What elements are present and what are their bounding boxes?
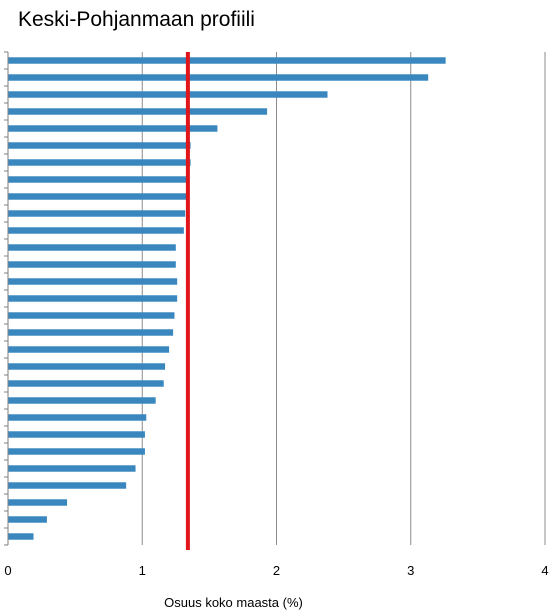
bar xyxy=(8,329,174,336)
bar xyxy=(8,414,147,421)
bar xyxy=(8,380,164,387)
bar xyxy=(8,244,176,251)
bar xyxy=(8,57,446,64)
bars xyxy=(8,57,446,540)
bar xyxy=(8,159,191,166)
bar xyxy=(8,312,175,319)
bar xyxy=(8,482,127,489)
x-tick-label: 1 xyxy=(139,563,146,578)
bar xyxy=(8,346,170,353)
bar xyxy=(8,125,218,132)
bar xyxy=(8,210,186,217)
x-tick-label: 4 xyxy=(541,563,548,578)
x-axis-title: Osuus koko maasta (%) xyxy=(164,595,303,610)
bar xyxy=(8,108,268,115)
bar xyxy=(8,142,191,149)
bar xyxy=(8,91,328,98)
tick-labels: 0 1 2 3 4 xyxy=(4,563,548,578)
x-tick-label: 2 xyxy=(273,563,280,578)
bar xyxy=(8,516,47,523)
bar xyxy=(8,176,188,183)
bar xyxy=(8,193,188,200)
bar xyxy=(8,227,184,234)
bar xyxy=(8,499,68,506)
bar xyxy=(8,397,156,404)
bar xyxy=(8,465,136,472)
bar xyxy=(8,295,178,302)
bar xyxy=(8,533,34,540)
axes xyxy=(4,51,9,546)
chart-title: Keski-Pohjanmaan profiili xyxy=(18,8,255,31)
bar xyxy=(8,448,145,455)
x-tick-label: 3 xyxy=(407,563,414,578)
bar xyxy=(8,431,145,438)
bar xyxy=(8,363,166,370)
x-tick-label: 0 xyxy=(4,563,11,578)
bar xyxy=(8,74,429,81)
bar xyxy=(8,261,176,268)
bar xyxy=(8,278,178,285)
